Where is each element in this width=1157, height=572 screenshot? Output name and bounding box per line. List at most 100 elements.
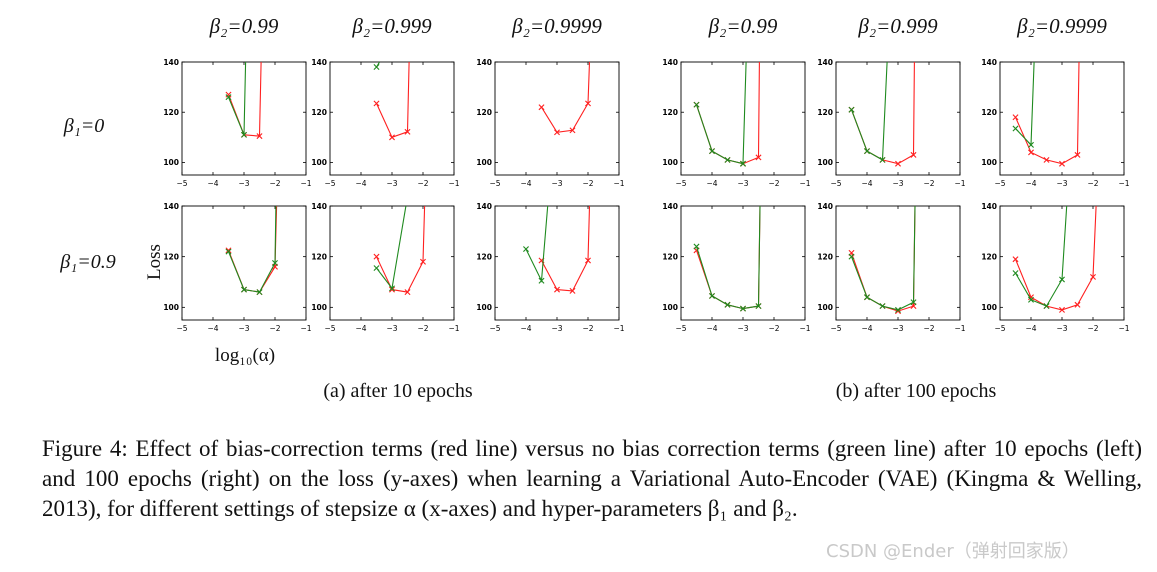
x-tick-label: −2 [923,324,934,333]
x-tick-label: −1 [613,324,624,333]
no-bias-correction-data-point [1059,276,1065,283]
y-tick-label: 140 [476,202,492,211]
bias-correction-data-point [1028,149,1034,156]
bias-correction-data-point [1028,294,1034,301]
x-tick-label: −2 [768,179,779,188]
x-tick-label: −2 [417,324,428,333]
x-tick-label: −2 [269,179,280,188]
y-tick-label: 100 [311,303,327,312]
no-bias-correction-series-line [227,62,247,136]
x-tick-label: −1 [799,179,810,188]
y-tick-label: 120 [163,252,179,261]
csdn-watermark: CSDN @Ender（弹射回家版） [826,541,1080,562]
no-bias-correction-data-point [740,305,746,312]
x-tick-label: −5 [324,324,335,333]
bias-correction-series-line [227,206,278,293]
bias-correction-data-point [538,104,545,111]
bias-correction-data-point [755,154,762,161]
bias-correction-data-point [569,127,576,134]
y-tick-label: 120 [163,108,179,117]
y-tick-label: 100 [662,158,678,167]
bias-correction-series-line [376,206,426,293]
x-tick-label: −1 [1118,179,1129,188]
y-tick-label: 120 [981,252,997,261]
bias-correction-data-point [1074,151,1081,158]
bias-correction-data-point [1043,156,1050,163]
x-tick-label: −3 [386,324,397,333]
y-tick-label: 120 [981,108,997,117]
no-bias-correction-data-point [389,285,395,292]
y-tick-label: 140 [662,58,678,67]
x-tick-label: −2 [582,324,593,333]
y-tick-label: 120 [476,108,492,117]
no-bias-correction-data-point [241,131,247,138]
no-bias-correction-data-point [755,303,762,310]
bias-correction-data-point [389,134,395,141]
bias-correction-data-point [554,286,560,293]
no-bias-correction-data-point [272,260,278,266]
x-tick-label: −5 [994,179,1005,188]
x-tick-label: −1 [448,179,459,188]
x-tick-label: −1 [954,179,965,188]
bias-correction-data-point [404,128,411,135]
no-bias-correction-series-line [850,62,888,161]
bias-correction-data-point [225,91,232,98]
bias-correction-data-point [554,129,560,136]
x-tick-label: −3 [737,179,748,188]
x-tick-label: −5 [994,324,1005,333]
plot-frame [494,205,620,321]
no-bias-correction-data-point [241,286,247,293]
x-tick-label: −3 [238,324,249,333]
no-bias-correction-data-point [693,243,700,250]
subfigure-label: (b) after 100 epochs [836,380,997,402]
no-bias-correction-data-point [1028,141,1034,148]
x-tick-label: −4 [207,324,218,333]
no-bias-correction-data-point [709,292,715,299]
x-tick-label: −3 [892,179,903,188]
bias-correction-data-point [1074,301,1081,308]
y-tick-label: 140 [163,202,179,211]
bias-correction-data-point [1012,114,1019,121]
y-tick-label: 140 [662,202,678,211]
y-tick-label: 140 [311,202,327,211]
plot-frame [329,205,455,321]
panel-title: β₂=0.999 [351,14,432,38]
bias-correction-data-point [895,160,901,167]
bias-correction-data-point [1059,306,1065,313]
plot-frame [680,205,806,321]
y-tick-label: 100 [163,303,179,312]
no-bias-correction-series-line [695,206,761,310]
no-bias-correction-series-line [227,206,277,293]
x-tick-label: −3 [1056,179,1067,188]
bias-correction-series-line [375,62,410,138]
no-bias-correction-data-point [225,248,232,255]
x-tick-label: −2 [582,179,593,188]
x-tick-label: −3 [1056,324,1067,333]
y-tick-label: 120 [817,108,833,117]
x-tick-label: −4 [520,179,531,188]
no-bias-correction-data-point [1012,270,1019,277]
bias-correction-series-line [1014,62,1080,165]
x-tick-label: −1 [1118,324,1129,333]
panel-title: β₂=0.9999 [511,14,602,38]
no-bias-correction-data-point [1028,296,1034,303]
bias-correction-data-point [569,287,576,294]
bias-correction-series-line [695,62,760,165]
bias-correction-data-point [373,100,380,107]
x-tick-label: −2 [923,179,934,188]
y-tick-label: 100 [817,303,833,312]
bias-correction-series-line [541,206,591,292]
y-tick-label: 100 [817,158,833,167]
y-tick-label: 100 [163,158,179,167]
x-tick-label: −4 [861,324,872,333]
bias-correction-data-point [1090,273,1096,280]
no-bias-correction-data-point [1012,125,1019,132]
x-tick-label: −5 [489,324,500,333]
no-bias-correction-data-point [225,94,232,101]
bias-correction-series-line [541,62,591,133]
x-tick-label: −5 [830,324,841,333]
no-bias-correction-data-point [523,246,529,253]
x-tick-label: −4 [355,324,366,333]
x-tick-label: −3 [551,179,562,188]
x-tick-label: −3 [238,179,249,188]
